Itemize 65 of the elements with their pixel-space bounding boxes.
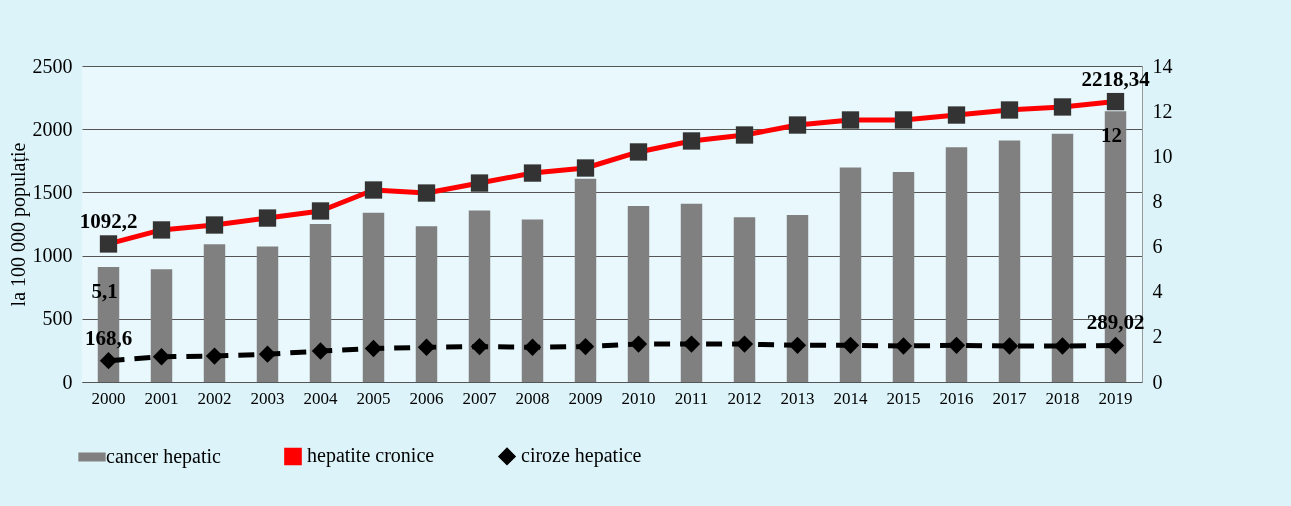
- x-tick-label: 2006: [409, 388, 444, 408]
- y2-tick-label: 6: [1152, 235, 1163, 258]
- point: [99, 352, 118, 370]
- legend-label: cancer hepatic: [106, 445, 222, 468]
- x-tick-label: 2000: [91, 388, 126, 408]
- x-tick-label: 2017: [992, 388, 1027, 408]
- x-tick-label: 2004: [303, 388, 338, 408]
- x-tick-label: 2010: [621, 388, 656, 408]
- y2-tick-label: 10: [1152, 144, 1173, 167]
- bar: [415, 226, 438, 382]
- x-tick-label: 2018: [1045, 388, 1080, 408]
- x-tick-label: 2016: [939, 388, 974, 408]
- bar: [733, 217, 756, 382]
- x-tick-label: 2015: [886, 388, 921, 408]
- x-tick-label: 2009: [568, 388, 603, 408]
- bar: [786, 214, 809, 382]
- bar: [150, 269, 173, 382]
- data-label: 2218,34: [1081, 66, 1151, 91]
- y2-tick-label: 12: [1152, 99, 1173, 122]
- y2-tick-label: 4: [1152, 280, 1163, 303]
- x-tick-label: 2002: [197, 388, 232, 408]
- y-axis-title: la 100 000 populație: [6, 142, 30, 307]
- data-label: 168,6: [84, 325, 133, 350]
- x-tick-label: 2007: [462, 388, 497, 408]
- bar: [998, 140, 1021, 382]
- x-tick-label: 2008: [515, 388, 550, 408]
- bar: [892, 172, 915, 382]
- y-tick-label: 2000: [32, 117, 73, 140]
- bar: [1051, 133, 1074, 382]
- point: [417, 338, 436, 356]
- bar: [627, 205, 650, 382]
- x-tick-label: 2003: [250, 388, 285, 408]
- bar: [468, 210, 491, 382]
- y-tick-label: 500: [42, 307, 73, 330]
- x-tick-label: 2012: [727, 388, 762, 408]
- y-tick-label: 1500: [32, 180, 73, 203]
- bar: [839, 167, 862, 382]
- bar: [362, 212, 385, 382]
- point: [523, 338, 542, 356]
- legend-label: ciroze hepatice: [521, 444, 642, 468]
- x-tick-label: 2005: [356, 388, 391, 408]
- x-tick-label: 2013: [780, 388, 815, 408]
- legend-label: hepatite cronice: [307, 444, 435, 468]
- x-tick-label: 2019: [1098, 388, 1133, 408]
- data-label: 289,02: [1086, 310, 1145, 335]
- y-tick-label: 2500: [32, 54, 73, 77]
- point: [258, 345, 277, 363]
- y-tick-label: 1000: [32, 244, 73, 267]
- y2-tick-label: 0: [1152, 370, 1163, 393]
- bar: [256, 246, 279, 382]
- point: [576, 337, 595, 356]
- y2-tick-label: 14: [1152, 54, 1173, 77]
- data-label: 1092,2: [79, 208, 138, 233]
- bar: [574, 178, 597, 382]
- bar: [309, 224, 332, 382]
- x-tick-label: 2014: [833, 388, 868, 408]
- y2-tick-label: 8: [1152, 189, 1163, 212]
- bar: [521, 219, 544, 382]
- y-tick-label: 0: [62, 370, 73, 393]
- x-tick-label: 2001: [144, 388, 179, 408]
- bar: [680, 203, 703, 382]
- y2-tick-label: 2: [1152, 325, 1163, 348]
- bar: [945, 147, 968, 382]
- x-tick-label: 2011: [674, 388, 709, 408]
- bar: [203, 244, 226, 382]
